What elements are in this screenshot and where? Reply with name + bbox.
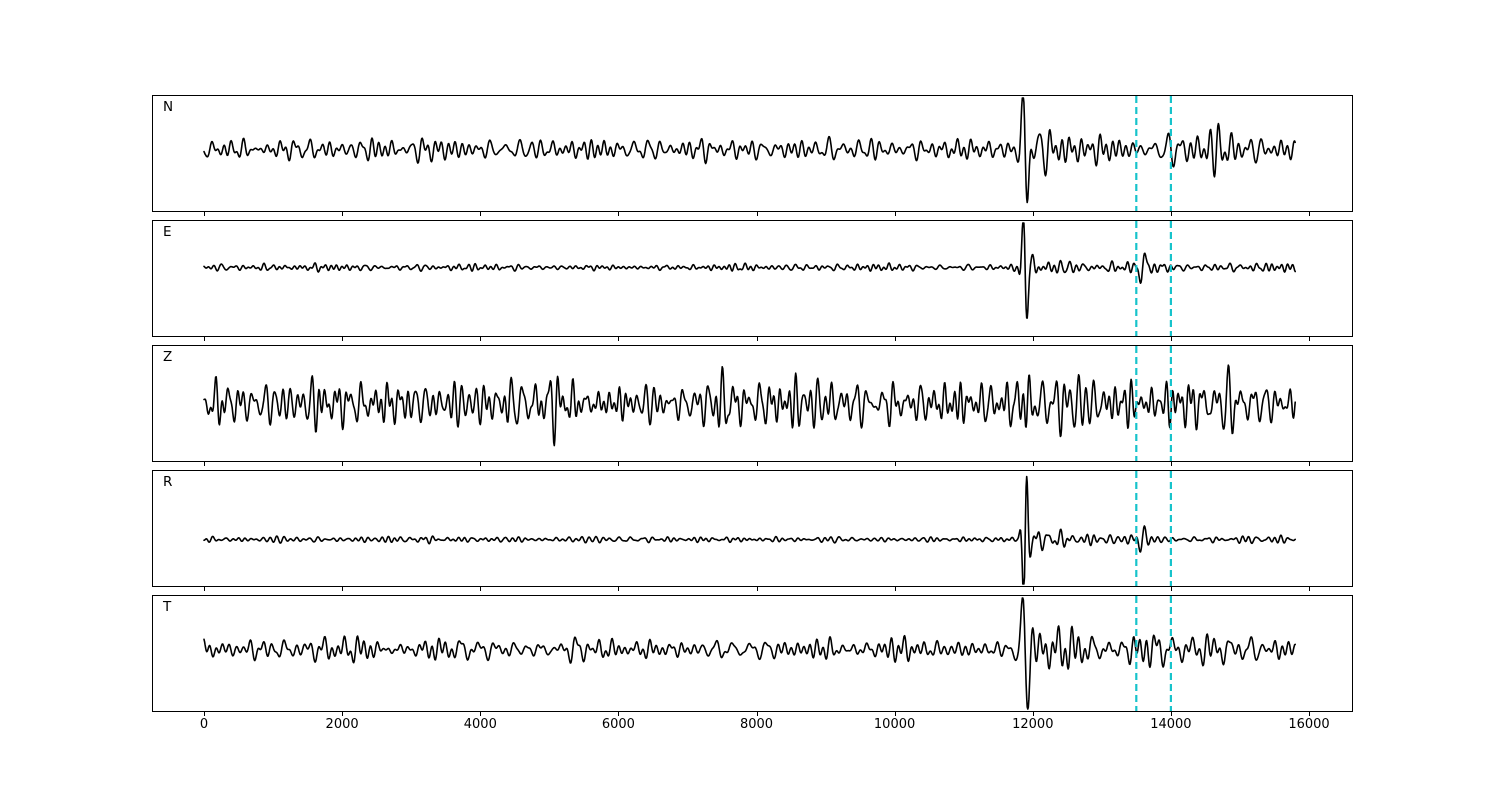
x-tick-e-12000 [1032, 337, 1034, 341]
x-tick-t-2000 [342, 712, 344, 716]
x-tick-label-10000: 10000 [873, 717, 916, 732]
x-tick-n-2000 [342, 212, 344, 216]
x-tick-n-0 [204, 212, 205, 216]
x-tick-label-6000: 6000 [601, 717, 635, 732]
x-tick-e-2000 [342, 337, 344, 341]
x-tick-n-10000 [894, 212, 896, 216]
x-tick-e-8000 [756, 337, 758, 341]
panel-label-r: R [163, 474, 173, 490]
x-tick-t-14000 [1170, 712, 1172, 716]
x-tick-e-14000 [1170, 337, 1172, 341]
x-tick-label-0: 0 [199, 717, 209, 732]
x-tick-label-14000: 14000 [1150, 717, 1192, 732]
x-tick-n-8000 [756, 212, 758, 216]
waveform-path-z [203, 364, 1296, 447]
x-tick-r-2000 [342, 587, 344, 591]
x-tick-t-4000 [480, 712, 482, 716]
x-tick-z-10000 [894, 462, 896, 466]
x-tick-z-14000 [1170, 462, 1172, 466]
x-tick-r-12000 [1032, 587, 1034, 591]
panel-label-n: N [163, 99, 174, 115]
trace-plot-z [203, 346, 1296, 461]
x-tick-n-12000 [1032, 212, 1034, 216]
x-tick-t-8000 [756, 712, 758, 716]
x-tick-e-6000 [618, 337, 620, 341]
x-tick-n-6000 [618, 212, 620, 216]
x-tick-e-16000 [1309, 337, 1310, 341]
x-tick-r-14000 [1170, 587, 1172, 591]
x-tick-z-2000 [342, 462, 344, 466]
x-tick-r-6000 [618, 587, 620, 591]
panel-label-e: E [163, 224, 172, 240]
panel-label-z: Z [163, 349, 173, 365]
panel-n: N [152, 95, 1353, 212]
x-tick-t-6000 [618, 712, 620, 716]
x-tick-t-10000 [894, 712, 896, 716]
trace-plot-t [203, 596, 1296, 711]
x-tick-e-4000 [480, 337, 482, 341]
panel-label-t: T [163, 599, 172, 615]
x-tick-t-0 [204, 712, 205, 716]
x-tick-label-16000: 16000 [1288, 717, 1330, 732]
waveform-path-t [203, 597, 1296, 710]
x-tick-r-0 [204, 587, 205, 591]
panel-r: R [152, 470, 1353, 587]
x-tick-e-10000 [894, 337, 896, 341]
x-tick-n-14000 [1170, 212, 1172, 216]
x-tick-r-4000 [480, 587, 482, 591]
x-tick-z-12000 [1032, 462, 1034, 466]
x-tick-r-8000 [756, 587, 758, 591]
x-tick-z-8000 [756, 462, 758, 466]
x-tick-e-0 [204, 337, 205, 341]
trace-plot-n [203, 96, 1296, 211]
x-tick-r-16000 [1309, 587, 1310, 591]
x-tick-z-0 [204, 462, 205, 466]
waveform-path-r [203, 475, 1296, 585]
panel-t: T [152, 595, 1353, 712]
x-tick-n-16000 [1309, 212, 1310, 216]
x-tick-n-4000 [480, 212, 482, 216]
x-tick-label-12000: 12000 [1012, 717, 1054, 732]
trace-plot-e [203, 221, 1296, 336]
x-tick-z-16000 [1309, 462, 1310, 466]
x-tick-r-10000 [894, 587, 896, 591]
x-tick-z-6000 [618, 462, 620, 466]
panel-e: E [152, 220, 1353, 337]
x-tick-z-4000 [480, 462, 482, 466]
x-tick-label-2000: 2000 [325, 717, 359, 732]
waveform-path-e [203, 222, 1296, 319]
waveform-path-n [203, 97, 1296, 204]
panel-z: Z [152, 345, 1353, 462]
x-tick-label-4000: 4000 [463, 717, 497, 732]
x-tick-t-12000 [1032, 712, 1034, 716]
x-tick-t-16000 [1309, 712, 1310, 716]
trace-plot-r [203, 471, 1296, 586]
x-tick-label-8000: 8000 [739, 717, 774, 732]
